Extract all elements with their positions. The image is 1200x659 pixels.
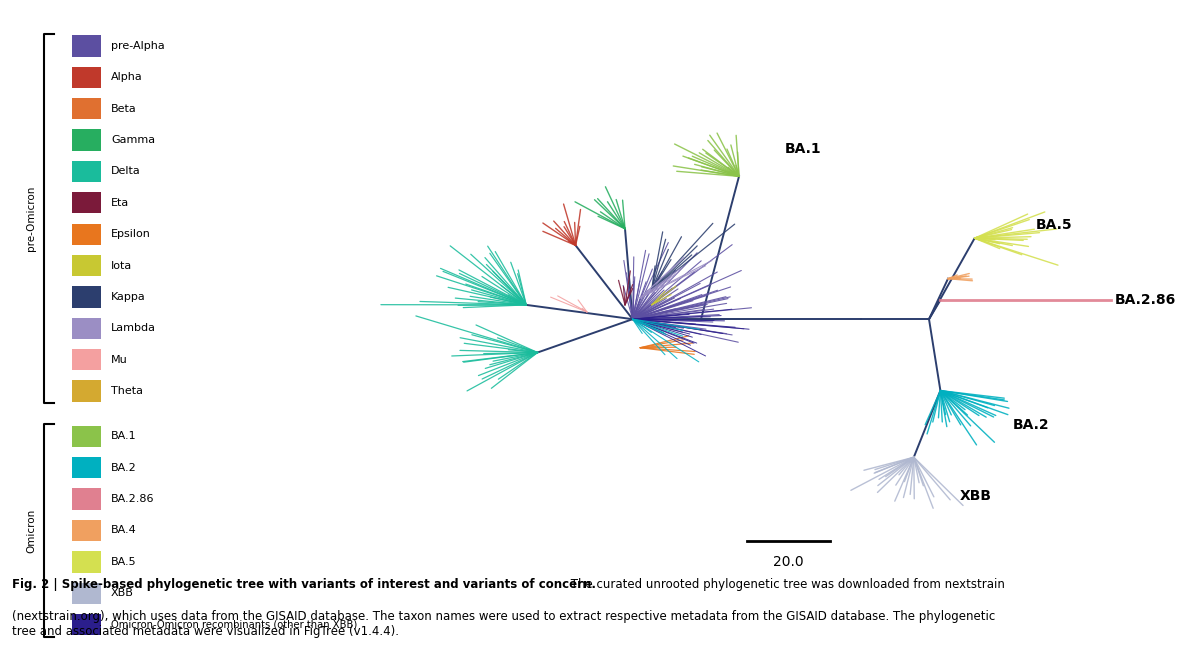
Text: pre-Omicron: pre-Omicron [26, 186, 36, 251]
Text: Epsilon: Epsilon [110, 229, 151, 239]
Bar [72, 426, 101, 447]
Bar [72, 129, 101, 151]
Text: Theta: Theta [110, 386, 143, 396]
Text: BA.2.86: BA.2.86 [110, 494, 155, 504]
Bar [72, 286, 101, 308]
Bar [72, 192, 101, 214]
Text: Omicron: Omicron [26, 508, 36, 553]
Text: Gamma: Gamma [110, 135, 155, 145]
Text: XBB: XBB [110, 588, 134, 598]
Text: Delta: Delta [110, 167, 140, 177]
Text: Mu: Mu [110, 355, 127, 364]
Text: (nextstrain.org), which uses data from the GISAID database. The taxon names were: (nextstrain.org), which uses data from t… [12, 610, 995, 638]
Bar [72, 457, 101, 478]
Bar [72, 223, 101, 245]
Text: BA.2.86: BA.2.86 [1115, 293, 1176, 307]
Text: BA.1: BA.1 [110, 432, 137, 442]
Text: Eta: Eta [110, 198, 130, 208]
Text: pre-Alpha: pre-Alpha [110, 41, 164, 51]
Text: Iota: Iota [110, 260, 132, 271]
Text: 20.0: 20.0 [773, 555, 804, 569]
Text: Lambda: Lambda [110, 324, 156, 333]
Bar [72, 488, 101, 510]
Text: BA.5: BA.5 [1036, 217, 1072, 232]
Text: XBB: XBB [960, 489, 991, 503]
Bar [72, 67, 101, 88]
Bar [72, 98, 101, 119]
Text: BA.4: BA.4 [110, 525, 137, 536]
Text: Fig. 2 | Spike-based phylogenetic tree with variants of interest and variants of: Fig. 2 | Spike-based phylogenetic tree w… [12, 577, 596, 590]
Bar [72, 614, 101, 635]
Bar [72, 36, 101, 57]
Bar [72, 551, 101, 573]
Bar [72, 380, 101, 401]
Text: Kappa: Kappa [110, 292, 145, 302]
Text: Omicron-Omicron recombinants (other than XBB): Omicron-Omicron recombinants (other than… [110, 619, 358, 629]
Text: BA.5: BA.5 [110, 557, 137, 567]
Bar [72, 520, 101, 541]
Bar [72, 161, 101, 182]
Text: Beta: Beta [110, 103, 137, 114]
Text: BA.2: BA.2 [110, 463, 137, 473]
Text: BA.1: BA.1 [785, 142, 821, 156]
Bar [72, 255, 101, 276]
Text: BA.2: BA.2 [1013, 418, 1049, 432]
Bar [72, 583, 101, 604]
Text: Alpha: Alpha [110, 72, 143, 82]
Bar [72, 349, 101, 370]
Bar [72, 318, 101, 339]
Text: The curated unrooted phylogenetic tree was downloaded from nextstrain: The curated unrooted phylogenetic tree w… [568, 577, 1004, 590]
